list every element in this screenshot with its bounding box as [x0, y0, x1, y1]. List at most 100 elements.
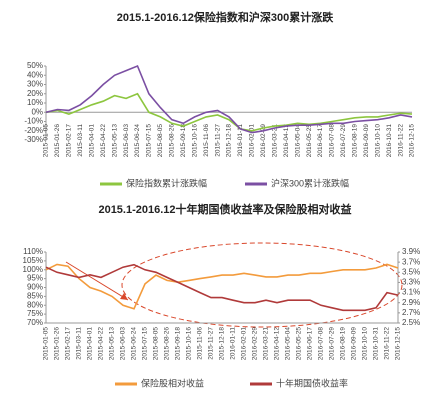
- annotation-arrow: [65, 261, 129, 301]
- y-tick-label: 20%: [27, 89, 43, 98]
- x-tick-label: 2016-10-10: [362, 327, 369, 361]
- x-tick-label: 2015-02-17: [65, 327, 72, 361]
- x-tick-label: 2015-01-26: [54, 327, 61, 361]
- y-tick-label: 0%: [31, 107, 43, 116]
- x-tick-label: 2015-11-06: [197, 327, 204, 360]
- y-tick-label: 50%: [27, 61, 43, 70]
- x-tick-label: 2016-11-22: [384, 327, 391, 360]
- y-tick-label: 110%: [23, 247, 43, 256]
- x-tick-label: 2016-01-11: [230, 327, 237, 360]
- x-tick-label: 2016-07-08: [329, 124, 336, 158]
- x-tick-label: 2016-08-19: [340, 327, 347, 361]
- x-tick-label: 2016-06-17: [307, 327, 314, 361]
- x-tick-label: 2016-12-15: [409, 124, 416, 158]
- chart-title: 2015.1-2016.12十年期国债收益率及保险股相对收益: [98, 202, 351, 216]
- x-tick-label: 2016-07-29: [329, 327, 336, 361]
- x-tick-label: 2015-06-03: [120, 327, 127, 361]
- x-tick-label: 2016-01-11: [237, 124, 244, 157]
- x-tick-label: 2016-08-19: [352, 124, 359, 158]
- x-tick-label: 2016-05-04: [294, 124, 301, 158]
- x-tick-label: 2016-10-31: [373, 327, 380, 361]
- x-tick-label: 2015-12-18: [226, 124, 233, 158]
- x-tick-label: 2015-04-22: [98, 327, 105, 361]
- x-tick-label: 2016-04-12: [274, 327, 281, 361]
- x-tick-label: 2015-05-13: [109, 327, 116, 361]
- y-tick-label: -10%: [24, 117, 43, 126]
- x-tick-label: 2015-01-05: [43, 124, 50, 158]
- x-tick-label: 2015-11-06: [203, 124, 210, 157]
- y-tick-label: 100%: [23, 265, 43, 274]
- x-tick-label: 2015-01-05: [43, 327, 50, 361]
- series-line: [45, 263, 399, 312]
- x-tick-label: 2015-10-16: [191, 124, 198, 158]
- legend-label: 十年期国债收益率: [276, 377, 348, 388]
- x-tick-label: 2015-11-27: [208, 327, 215, 360]
- y2-tick-label: 2.7%: [402, 308, 420, 317]
- x-tick-label: 2015-09-18: [175, 327, 182, 361]
- chart-title: 2015.1-2016.12保险指数和沪深300累计涨跌: [117, 10, 334, 24]
- y-tick-label: -30%: [24, 135, 43, 144]
- legend-label: 保险指数累计涨跌幅: [126, 177, 207, 188]
- y-tick-label: 40%: [27, 70, 43, 79]
- x-tick-label: 2016-07-08: [318, 327, 325, 361]
- y-tick-label: 95%: [27, 274, 43, 283]
- y2-tick-label: 3.3%: [402, 278, 420, 287]
- x-tick-label: 2016-05-04: [285, 327, 292, 361]
- y-tick-label: 90%: [27, 283, 43, 292]
- x-tick-label: 2016-12-15: [395, 327, 402, 361]
- y-tick-label: 10%: [27, 98, 43, 107]
- x-tick-label: 2016-10-10: [374, 124, 381, 158]
- x-tick-label: 2016-03-21: [271, 124, 278, 158]
- x-tick-label: 2015-11-27: [214, 124, 221, 157]
- x-tick-label: 2015-03-11: [76, 327, 83, 360]
- x-tick-label: 2015-08-26: [164, 327, 171, 361]
- x-tick-label: 2016-09-09: [363, 124, 370, 158]
- legend-label: 保险股相对收益: [141, 377, 204, 388]
- x-tick-label: 2015-01-26: [54, 124, 61, 158]
- x-tick-label: 2015-07-15: [146, 124, 153, 158]
- series-line: [45, 263, 399, 310]
- x-tick-label: 2016-04-12: [283, 124, 290, 158]
- x-tick-label: 2016-02-29: [260, 124, 267, 158]
- arrow-head: [120, 293, 128, 300]
- y-tick-label: 30%: [27, 80, 43, 89]
- x-tick-label: 2016-09-09: [351, 327, 358, 361]
- legend-label: 沪深300累计涨跌幅: [271, 177, 349, 188]
- y-tick-label: 70%: [27, 318, 43, 327]
- y-tick-label: -20%: [24, 126, 43, 135]
- y-tick-label: 75%: [27, 309, 43, 318]
- x-tick-label: 2015-09-18: [180, 124, 187, 158]
- x-tick-label: 2016-05-25: [306, 124, 313, 158]
- x-tick-label: 2016-03-21: [263, 327, 270, 361]
- x-tick-label: 2015-12-18: [219, 327, 226, 361]
- y-tick-label: 80%: [27, 300, 43, 309]
- x-tick-label: 2015-04-22: [100, 124, 107, 158]
- x-tick-label: 2015-08-05: [157, 124, 164, 158]
- x-tick-label: 2015-08-26: [169, 124, 176, 158]
- x-tick-label: 2015-04-01: [87, 327, 94, 361]
- y2-tick-label: 3.9%: [402, 247, 420, 256]
- x-tick-label: 2016-02-01: [249, 124, 256, 158]
- x-tick-label: 2016-02-01: [241, 327, 248, 361]
- x-tick-label: 2015-08-05: [153, 327, 160, 361]
- series-line: [45, 64, 413, 134]
- annotation-ellipse: [121, 242, 403, 328]
- x-tick-label: 2015-05-13: [111, 124, 118, 158]
- x-tick-label: 2016-11-22: [397, 124, 404, 157]
- x-tick-label: 2016-02-29: [252, 327, 259, 361]
- x-tick-label: 2015-04-01: [88, 124, 95, 158]
- x-tick-label: 2016-07-29: [340, 124, 347, 158]
- x-tick-label: 2015-10-16: [186, 327, 193, 361]
- x-tick-label: 2016-10-31: [386, 124, 393, 158]
- y2-tick-label: 3.5%: [402, 267, 420, 276]
- x-tick-label: 2015-06-24: [134, 124, 141, 158]
- y2-tick-label: 2.9%: [402, 298, 420, 307]
- x-tick-label: 2015-07-15: [142, 327, 149, 361]
- y-tick-label: 105%: [23, 256, 43, 265]
- x-tick-label: 2015-06-24: [131, 327, 138, 361]
- y2-tick-label: 2.5%: [402, 318, 420, 327]
- series-line: [45, 92, 413, 132]
- y2-tick-label: 3.1%: [402, 288, 420, 297]
- y-tick-label: 85%: [27, 291, 43, 300]
